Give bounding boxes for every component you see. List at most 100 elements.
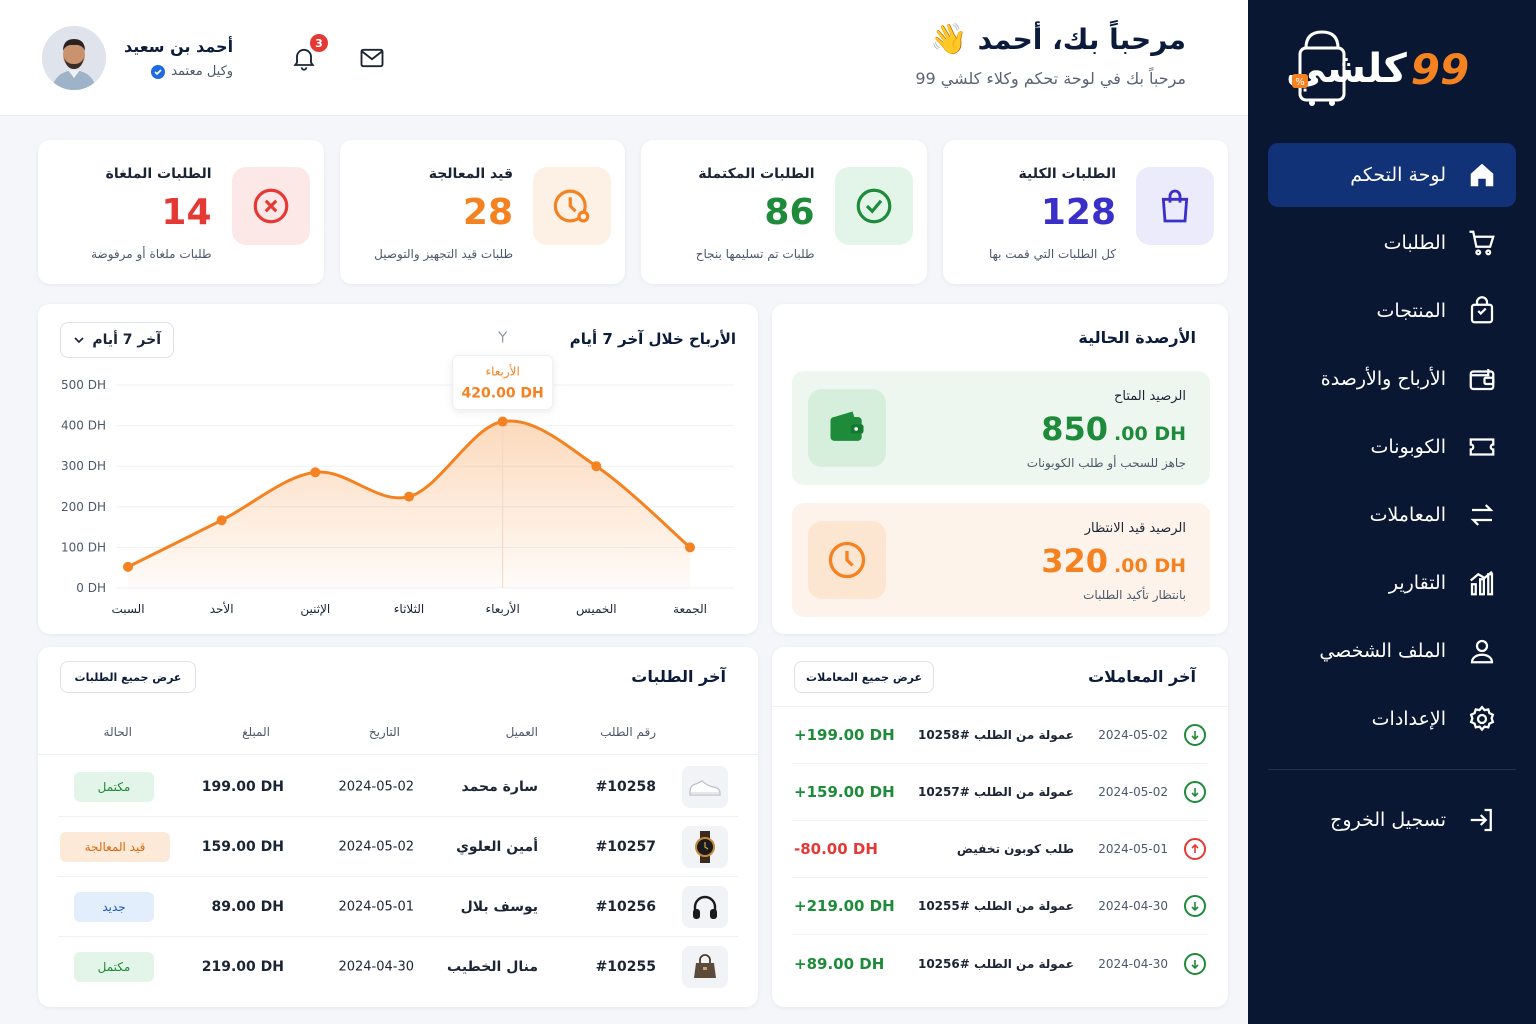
sidebar-item-orders[interactable]: الطلبات [1268,211,1516,275]
stat-card-cancelled-orders[interactable]: الطلبات الملغاة 14 طلبات ملغاة أو مرفوضة [38,140,324,284]
sidebar-item-label: الملف الشخصي [1319,640,1446,662]
logo-number: 99 [1410,44,1470,94]
earnings-chart[interactable]: 0 DH 100 DH 200 DH 300 DH 400 DH 500 DH السبت… [38,304,758,634]
chart-data-point[interactable] [404,491,414,502]
range-select-value: آخر 7 أيام [92,332,161,348]
chart-y-tick-label: 400 DH [61,419,106,433]
watch-icon [682,825,728,868]
clock-icon [808,521,886,599]
sidebar-item-reports[interactable]: التقارير [1268,551,1516,615]
sidebar-item-settings[interactable]: الإعدادات [1268,687,1516,751]
chart-data-point[interactable] [685,542,695,553]
table-row[interactable]: #10256 يوسف بلال 2024-05-01 89.00 DH جدي… [58,877,738,937]
stat-subtitle: طلبات قيد التجهيز والتوصيل [374,247,513,261]
chart-y-tick-label: 0 DH [76,581,106,595]
table-row[interactable]: #10258 سارة محمد 2024-05-02 199.00 DH مك… [58,757,738,817]
order-id: #10256 [595,898,656,915]
column-header-customer: العميل [505,725,538,739]
logo-bag-icon: % [1292,30,1346,106]
stat-card-processing-orders[interactable]: قيد المعالجة 28 طلبات قيد التجهيز والتوص… [339,140,625,284]
tx-date: 2024-05-01 [1098,842,1168,856]
avatar[interactable] [42,26,106,90]
pending-balance-card[interactable]: الرصيد قيد الانتظار 320.00 DH بانتظار تأ… [792,503,1210,617]
status-badge: قيد المعالجة [60,831,170,862]
range-select[interactable]: آخر 7 أيام [60,322,174,358]
tx-amount: -80.00 DH [794,840,878,858]
list-item[interactable]: 2024-05-02 عمولة من الطلب #10257 +159.00… [792,764,1208,821]
chart-data-point[interactable] [310,467,321,478]
view-all-transactions-button[interactable]: عرض جميع المعاملات [794,661,934,693]
clock-icon [533,167,611,245]
tx-date: 2024-04-30 [1098,956,1168,971]
chart-data-point[interactable] [591,461,602,472]
arrow-up-icon [1184,838,1206,860]
available-balance-amount: 850.00 DH [1027,410,1186,448]
sidebar-item-label: الكوبونات [1370,436,1446,458]
stat-card-total-orders[interactable]: الطلبات الكلية 128 كل الطلبات التي قمت ب… [942,140,1228,284]
order-customer: منال الخطيب [447,959,538,975]
svg-text:%: % [1295,77,1305,88]
chart-data-point[interactable] [497,416,508,427]
notifications-button[interactable]: 3 [286,34,328,76]
available-amount-integer: 850 [1041,410,1109,448]
balances-title: الأرصدة الحالية [1078,328,1196,347]
verified-icon [151,64,166,79]
column-header-date: التاريخ [368,725,400,739]
chart-x-tick-label: الخميس [576,602,617,617]
balances-panel: الأرصدة الحالية الرصيد المتاح 850.00 DH … [772,304,1228,634]
tx-date: 2024-05-02 [1098,728,1168,742]
table-row[interactable]: #10257 أمين العلوي 2024-05-02 159.00 DH … [58,817,738,877]
sidebar-item-coupons[interactable]: الكوبونات [1268,415,1516,479]
gear-icon [1466,703,1498,735]
sidebar-item-transactions[interactable]: المعاملات [1268,483,1516,547]
brand-logo[interactable]: % 99 كلشي [1286,24,1496,114]
cart-icon [1466,227,1498,259]
order-id: #10255 [595,959,656,975]
sidebar-item-profile[interactable]: الملف الشخصي [1268,619,1516,683]
orders-table-header: رقم الطلب العميل التاريخ المبلغ الحالة [38,725,758,755]
chart-data-point[interactable] [123,561,133,572]
sidebar: % 99 كلشي لوحة التحكم الطلبات المنتجات [1248,0,1536,1024]
sidebar-item-products[interactable]: المنتجات [1268,279,1516,343]
tx-date: 2024-05-02 [1098,785,1168,799]
recent-orders-panel: آخر الطلبات عرض جميع الطلبات رقم الطلب ا… [38,647,758,1007]
order-date: 2024-05-02 [338,839,414,854]
status-badge: مكتمل [74,952,154,982]
shopping-bag-icon [1136,167,1214,245]
view-all-orders-button[interactable]: عرض جميع الطلبات [60,661,196,693]
user-role-label: وكيل معتمد [171,64,234,79]
chart-x-tick-label: الإثنين [300,602,330,617]
wallet-icon [808,389,886,467]
tx-description: عمولة من الطلب #10257 [917,785,1074,799]
sidebar-item-dashboard[interactable]: لوحة التحكم [1268,143,1516,207]
sidebar-item-earnings[interactable]: الأرباح والأرصدة [1268,347,1516,411]
chart-data-point[interactable] [216,515,227,526]
list-item[interactable]: 2024-05-01 طلب كوبون تخفيض -80.00 DH [792,821,1208,878]
logout-icon [1466,804,1498,836]
sidebar-nav: لوحة التحكم الطلبات المنتجات الأرباح وال… [1268,143,1516,856]
sidebar-item-label: الأرباح والأرصدة [1320,368,1446,390]
order-customer: سارة محمد [461,778,538,795]
logout-button[interactable]: تسجيل الخروج [1268,788,1516,852]
recent-transactions-panel: آخر المعاملات عرض جميع المعاملات 2024-05… [772,647,1228,1007]
chart-y-tick-label: 500 DH [61,378,106,392]
stat-card-completed-orders[interactable]: الطلبات المكتملة 86 طلبات تم تسليمها بنج… [641,140,927,284]
earnings-chart-panel: الأرباح خلال آخر 7 أيام آخر 7 أيام 0 DH 1… [38,304,758,634]
table-row[interactable]: #10255 منال الخطيب 2024-04-30 219.00 DH … [58,937,738,997]
user-profile[interactable]: أحمد بن سعيد وكيل معتمد [42,26,233,90]
stat-subtitle: طلبات ملغاة أو مرفوضة [91,247,212,261]
list-item[interactable]: 2024-05-02 عمولة من الطلب #10258 +199.00… [792,707,1208,764]
tx-date: 2024-04-30 [1098,899,1168,913]
available-balance-card[interactable]: الرصيد المتاح 850.00 DH جاهز للسحب أو طل… [792,371,1210,485]
order-customer: أمين العلوي [456,838,538,855]
tooltip-day: الأربعاء [485,364,519,380]
stat-subtitle: كل الطلبات التي قمت بها [988,247,1116,261]
handbag-icon [682,946,728,988]
messages-button[interactable] [354,40,390,76]
chart-tooltip: الأربعاء 420.00 DH [452,331,554,411]
list-item[interactable]: 2024-04-30 عمولة من الطلب #10256 +89.00 … [792,935,1208,992]
pending-balance-note: بانتظار تأكيد الطلبات [1083,588,1186,602]
user-info: أحمد بن سعيد وكيل معتمد [124,37,233,79]
headphones-icon [682,885,728,928]
list-item[interactable]: 2024-04-30 عمولة من الطلب #10255 +219.00… [792,878,1208,935]
